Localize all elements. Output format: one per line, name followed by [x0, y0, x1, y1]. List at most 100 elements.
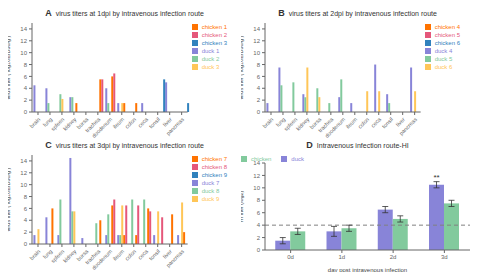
svg-text:4: 4	[257, 222, 261, 228]
svg-text:bursa: bursa	[75, 116, 90, 131]
html-text:duck 1: duck 1	[201, 48, 220, 54]
svg-text:10: 10	[20, 50, 27, 56]
svg-text:liver: liver	[394, 116, 407, 128]
svg-text:3d: 3d	[441, 254, 448, 260]
svg-text:6: 6	[24, 74, 28, 80]
svg-text:10: 10	[253, 185, 260, 191]
html-text:duck 5: duck 5	[434, 56, 453, 62]
svg-text:kidney: kidney	[295, 116, 311, 132]
svg-text:virus titer ( log10EID50/g ): virus titer ( log10EID50/g )	[8, 35, 11, 99]
svg-text:brain: brain	[29, 248, 42, 261]
html-text:chicken 1: chicken 1	[201, 24, 227, 30]
svg-text:1d: 1d	[339, 254, 346, 260]
svg-text:2: 2	[24, 229, 28, 235]
svg-text:0: 0	[257, 247, 261, 253]
svg-text:HI titer (log2): HI titer (log2)	[241, 190, 244, 222]
svg-text:liver: liver	[161, 116, 174, 128]
svg-text:14: 14	[253, 160, 260, 166]
svg-text:6: 6	[257, 210, 261, 216]
svg-text:ceca: ceca	[369, 116, 383, 129]
html-text:chicken 8: chicken 8	[201, 164, 227, 170]
svg-text:kidney: kidney	[62, 116, 78, 132]
svg-text:0d: 0d	[287, 254, 294, 260]
svg-text:tonsil: tonsil	[148, 248, 161, 261]
html-text:chicken 2: chicken 2	[201, 32, 227, 38]
svg-text:8: 8	[257, 197, 261, 203]
svg-text:spleen: spleen	[49, 248, 66, 264]
svg-text:pancreas: pancreas	[165, 248, 185, 268]
svg-text:14: 14	[20, 26, 27, 32]
svg-text:virus titer ( log10EID50/g ): virus titer ( log10EID50/g )	[241, 35, 244, 99]
svg-text:duodenum: duodenum	[91, 248, 114, 271]
svg-text:6: 6	[257, 74, 261, 80]
svg-text:ileum: ileum	[345, 116, 359, 130]
svg-text:virus titer ( log10EID50/g ): virus titer ( log10EID50/g )	[8, 167, 11, 231]
html-text:duck 4: duck 4	[434, 48, 453, 54]
svg-text:4: 4	[257, 85, 261, 91]
svg-text:brain: brain	[262, 116, 275, 129]
svg-text:ileum: ileum	[112, 116, 126, 130]
svg-text:pancreas: pancreas	[165, 116, 185, 136]
svg-text:spleen: spleen	[49, 116, 66, 132]
svg-text:2: 2	[257, 97, 261, 103]
html-text:C virus titers at 3dpi by intr: C virus titers at 3dpi by intravenous in…	[45, 140, 204, 150]
svg-text:2d: 2d	[390, 254, 397, 260]
svg-text:0: 0	[257, 109, 261, 115]
svg-text:liver: liver	[161, 248, 174, 260]
svg-text:0: 0	[24, 109, 28, 115]
html-text:duck 6: duck 6	[434, 64, 453, 70]
svg-text:colon: colon	[124, 116, 138, 130]
svg-text:14: 14	[253, 26, 260, 32]
svg-text:tonsil: tonsil	[381, 116, 394, 129]
svg-text:trachea: trachea	[84, 248, 102, 266]
svg-text:12: 12	[253, 38, 260, 44]
html-text:duck 3: duck 3	[201, 64, 220, 70]
svg-text:ceca: ceca	[136, 248, 150, 261]
svg-text:10: 10	[253, 50, 260, 56]
svg-text:12: 12	[20, 38, 27, 44]
svg-text:2: 2	[24, 97, 28, 103]
svg-text:colon: colon	[124, 248, 138, 262]
svg-text:brain: brain	[29, 116, 42, 129]
svg-text:8: 8	[24, 62, 28, 68]
html-text:chicken 4: chicken 4	[434, 24, 460, 30]
svg-text:duodenum: duodenum	[324, 116, 347, 139]
svg-text:**: **	[433, 173, 439, 182]
html-text:chicken 6: chicken 6	[434, 40, 460, 46]
svg-text:2: 2	[257, 235, 261, 241]
svg-text:lung: lung	[41, 116, 54, 128]
svg-text:0: 0	[24, 241, 28, 247]
html-text:B virus titers at 2dpi by intr: B virus titers at 2dpi by intravenous in…	[278, 8, 437, 18]
svg-text:12: 12	[253, 173, 260, 179]
svg-text:duodenum: duodenum	[91, 116, 114, 139]
svg-text:tonsil: tonsil	[148, 116, 161, 129]
svg-text:4: 4	[24, 217, 28, 223]
svg-text:colon: colon	[357, 116, 371, 130]
html-text:chicken 5: chicken 5	[434, 32, 460, 38]
svg-text:spleen: spleen	[282, 116, 299, 132]
svg-text:bursa: bursa	[308, 116, 323, 131]
svg-text:lung: lung	[274, 116, 287, 128]
svg-text:day post intravenous infection: day post intravenous infection	[328, 267, 407, 272]
svg-text:12: 12	[20, 170, 27, 176]
html-text:A virus titers at 1dpi by intr: A virus titers at 1dpi by intravenous in…	[45, 8, 204, 18]
html-text:chicken 9: chicken 9	[201, 172, 227, 178]
svg-text:6: 6	[24, 206, 28, 212]
svg-text:lung: lung	[41, 248, 54, 260]
svg-text:4: 4	[24, 85, 28, 91]
svg-text:pancreas: pancreas	[398, 116, 418, 136]
svg-text:8: 8	[257, 62, 261, 68]
html-text:chicken 3: chicken 3	[201, 40, 227, 46]
html-text:duck 2: duck 2	[201, 56, 220, 62]
svg-text:14: 14	[20, 158, 27, 164]
svg-text:trachea: trachea	[84, 116, 102, 134]
html-text:D Intravenous infection route-: D Intravenous infection route-HI	[306, 140, 409, 150]
svg-text:ceca: ceca	[136, 116, 150, 129]
svg-text:kidney: kidney	[62, 248, 78, 264]
svg-text:trachea: trachea	[317, 116, 335, 134]
html-text:chicken 7: chicken 7	[201, 156, 227, 162]
svg-text:bursa: bursa	[75, 248, 90, 263]
svg-text:ileum: ileum	[112, 248, 126, 262]
svg-text:10: 10	[20, 182, 27, 188]
svg-text:8: 8	[24, 194, 28, 200]
